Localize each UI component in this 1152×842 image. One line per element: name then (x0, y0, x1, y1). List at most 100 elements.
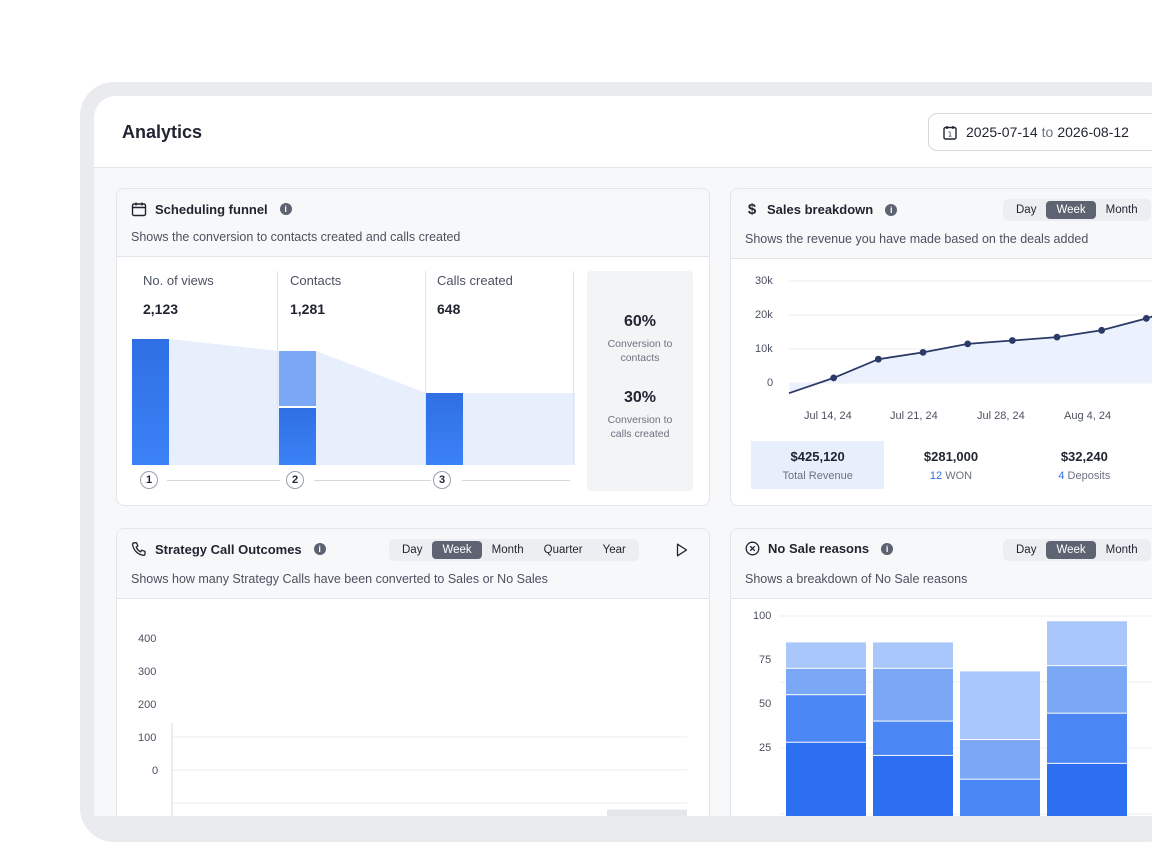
step-marker: 3 (433, 471, 451, 489)
funnel-value: 648 (437, 301, 461, 317)
info-icon[interactable]: i (279, 203, 292, 215)
info-icon[interactable]: i (885, 203, 898, 216)
data-point (1053, 333, 1061, 341)
strategy-stacked-bar-chart (171, 723, 687, 816)
tab-day[interactable]: Day (1016, 204, 1037, 216)
funnel-col-calls: Calls created 648 (437, 273, 513, 317)
app-header: Analytics 1 2025-07-14 to 2026-08-12 (94, 96, 1152, 168)
y-tick: 200 (138, 699, 157, 711)
data-point (874, 355, 882, 363)
card-subtitle: Shows how many Strategy Calls have been … (131, 572, 548, 586)
info-icon[interactable]: i (313, 543, 326, 555)
play-button[interactable] (671, 539, 693, 561)
card-header: No Sale reasons i Day Week Month Shows a… (731, 529, 1152, 599)
funnel-label: No. of views (143, 273, 214, 288)
play-icon (676, 543, 688, 557)
line-area (789, 316, 1152, 394)
tab-month[interactable]: Month (491, 544, 524, 556)
conversion-calls-pct: 30% (623, 389, 657, 406)
funnel-flow-area (316, 351, 426, 465)
svg-text:1: 1 (948, 130, 952, 138)
stat-label: 12 WON (929, 470, 973, 482)
bar-segment (607, 809, 687, 816)
scheduling-funnel-card: Scheduling funnel i Shows the conversion… (116, 188, 710, 506)
funnel-flow-area (463, 393, 575, 465)
date-from: 2025-07-14 (966, 124, 1038, 140)
y-tick: 10k (755, 343, 773, 355)
bar-segment (873, 668, 953, 721)
funnel-chart (132, 339, 575, 465)
sales-line-chart (788, 280, 1152, 395)
analytics-app: Analytics 1 2025-07-14 to 2026-08-12 Sch… (94, 96, 1152, 816)
page-title: Analytics (122, 122, 203, 142)
tab-week[interactable]: Week (1046, 541, 1096, 559)
bar-segment (1047, 713, 1127, 763)
bar-segment (873, 642, 953, 668)
stat-count: 4 (1058, 470, 1065, 482)
bar-segment (960, 779, 1040, 816)
tab-day[interactable]: Day (1016, 544, 1037, 556)
funnel-bar-contacts-upper (279, 351, 316, 406)
period-toggle: Day Week Month (1003, 199, 1151, 221)
tab-quarter[interactable]: Quarter (543, 544, 583, 556)
step-line (167, 480, 280, 481)
funnel-col-views: No. of views 2,123 (143, 273, 214, 317)
funnel-flow-area (169, 339, 279, 465)
stat-value: $32,240 (1060, 449, 1108, 464)
bar-segment (873, 721, 953, 755)
no-sale-reasons-card: No Sale reasons i Day Week Month Shows a… (730, 528, 1152, 816)
close-circle-icon (745, 541, 760, 556)
y-tick: 25 (759, 742, 772, 754)
data-point (1008, 337, 1016, 344)
card-header: $ Sales breakdown i Day Week Month Shows… (731, 189, 1152, 259)
x-tick: Jul 14, 24 (804, 410, 852, 422)
conversion-panel: 60% Conversion to contacts 30% Conversio… (587, 271, 693, 491)
stat-label: 4 Deposits (1058, 470, 1111, 482)
date-range-picker[interactable]: 1 2025-07-14 to 2026-08-12 (928, 113, 1152, 151)
funnel-label: Contacts (290, 273, 342, 288)
y-tick: 75 (759, 654, 772, 666)
conversion-contacts-pct: 60% (623, 313, 657, 330)
card-title: Scheduling funnel (155, 201, 268, 217)
tab-day[interactable]: Day (402, 544, 423, 556)
tab-week[interactable]: Week (432, 541, 482, 559)
x-tick: Jul 28, 24 (977, 410, 1025, 422)
info-icon[interactable]: i (881, 542, 894, 555)
funnel-bar-calls (426, 393, 463, 465)
tab-year[interactable]: Year (602, 544, 626, 556)
bar-segment (1047, 621, 1127, 666)
card-title: Sales breakdown (767, 202, 874, 217)
conversion-contacts-label: Conversion to contacts (607, 338, 673, 364)
tab-month[interactable]: Month (1105, 544, 1138, 556)
stat-won: $281,000 12 WON (884, 441, 1017, 489)
divider (573, 271, 574, 465)
date-to: 2026-08-12 (1057, 124, 1129, 140)
funnel-bar-contacts (279, 408, 316, 465)
x-tick: Aug 4, 24 (1064, 410, 1112, 422)
y-tick: 400 (138, 633, 157, 645)
funnel-value: 2,123 (143, 301, 179, 317)
y-tick: 50 (759, 698, 772, 710)
tab-month[interactable]: Month (1105, 204, 1138, 216)
no-sale-stacked-bar-chart (779, 615, 1152, 816)
stat-total-revenue: $425,120 Total Revenue (751, 441, 885, 489)
stat-value: $425,120 (790, 449, 845, 464)
stat-value: $281,000 (923, 449, 979, 464)
data-point (964, 340, 972, 348)
sales-breakdown-card: $ Sales breakdown i Day Week Month Shows… (730, 188, 1152, 506)
period-toggle: Day Week Month Quarter Year (389, 539, 639, 561)
funnel-col-contacts: Contacts 1,281 (290, 273, 341, 317)
bar-segment (786, 742, 866, 816)
revenue-line (788, 315, 1152, 395)
bar-segment (1047, 666, 1127, 713)
card-subtitle: Shows a breakdown of No Sale reasons (745, 572, 968, 586)
bar-segment (786, 695, 866, 742)
y-tick: 30k (755, 275, 773, 287)
y-tick: 20k (755, 309, 773, 321)
divider (425, 271, 426, 465)
tab-week[interactable]: Week (1046, 201, 1096, 219)
bar-segment (786, 642, 866, 668)
phone-icon (131, 542, 146, 556)
data-point (1098, 326, 1106, 334)
funnel-value: 1,281 (290, 301, 326, 317)
